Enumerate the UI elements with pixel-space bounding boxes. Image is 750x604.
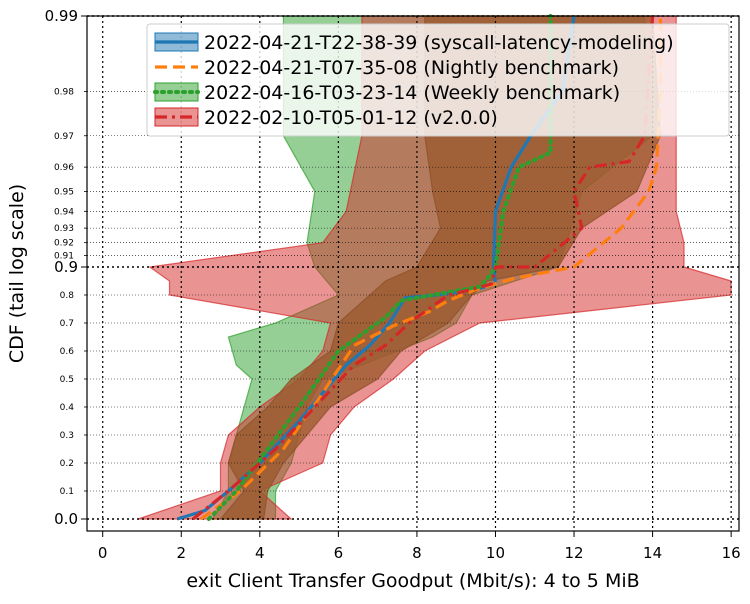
y-tick-label-0.96: 0.96 [54, 163, 74, 173]
x-tick-label-6: 6 [334, 544, 344, 562]
y-tick-label-0.6: 0.6 [60, 347, 75, 357]
y-tick-label-0.95: 0.95 [54, 187, 74, 197]
x-tick-label-0: 0 [98, 544, 108, 562]
x-axis-label: exit Client Transfer Goodput (Mbit/s): 4… [186, 570, 639, 592]
y-tick-label-0.2: 0.2 [60, 459, 74, 469]
x-tick-label-16: 16 [722, 544, 741, 562]
series-lines [176, 14, 662, 521]
series-line-2 [199, 16, 662, 521]
y-tick-label-0.98: 0.98 [54, 88, 74, 98]
y-tick-label-0.7: 0.7 [60, 319, 74, 329]
y-axis-label: CDF (tail log scale) [6, 184, 28, 363]
legend-label-1: 2022-04-21-T22-38-39 (syscall-latency-mo… [204, 32, 674, 54]
series-line-1 [176, 15, 576, 521]
x-tick-label-8: 8 [412, 544, 422, 562]
y-tick-label-0.5: 0.5 [60, 375, 74, 385]
x-tick-label-2: 2 [176, 544, 186, 562]
x-tick-label-12: 12 [564, 544, 583, 562]
legend-label-2: 2022-04-21-T07-35-08 (Nightly benchmark) [204, 57, 619, 79]
y-tick-label-0.8: 0.8 [60, 291, 75, 301]
x-tick-label-4: 4 [255, 544, 265, 562]
axis-ticks: 0 2 4 6 8 10 12 14 16 0.0 0.9 0.99 0.1 0.2 0.3 0.4 0.5 0.… [45, 7, 741, 562]
y-tick-label-0.0: 0.0 [54, 510, 78, 528]
y-tick-label-0.93: 0.93 [54, 224, 74, 234]
y-tick-label-0.1: 0.1 [60, 487, 74, 497]
y-tick-label-0.9: 0.9 [54, 258, 78, 276]
series-line-4 [192, 15, 655, 521]
y-tick-label-0.3: 0.3 [60, 431, 74, 441]
x-tick-label-14: 14 [643, 544, 662, 562]
y-tick-label-0.97: 0.97 [54, 132, 74, 142]
legend-label-3: 2022-04-16-T03-23-14 (Weekly benchmark) [204, 82, 620, 104]
y-tick-label-0.91: 0.91 [54, 252, 74, 262]
legend-label-4: 2022-02-10-T05-01-12 (v2.0.0) [204, 107, 498, 129]
series-line-3 [206, 14, 553, 521]
y-tick-label-0.92: 0.92 [54, 239, 74, 249]
y-tick-label-0.4: 0.4 [60, 403, 75, 413]
y-tick-label-0.94: 0.94 [54, 207, 74, 217]
legend-box [146, 23, 730, 137]
legend: 2022-04-21-T22-38-39 (syscall-latency-mo… [146, 23, 730, 137]
y-tick-label-0.99: 0.99 [45, 7, 78, 25]
x-tick-label-10: 10 [486, 544, 505, 562]
plot-frame [86, 15, 740, 532]
